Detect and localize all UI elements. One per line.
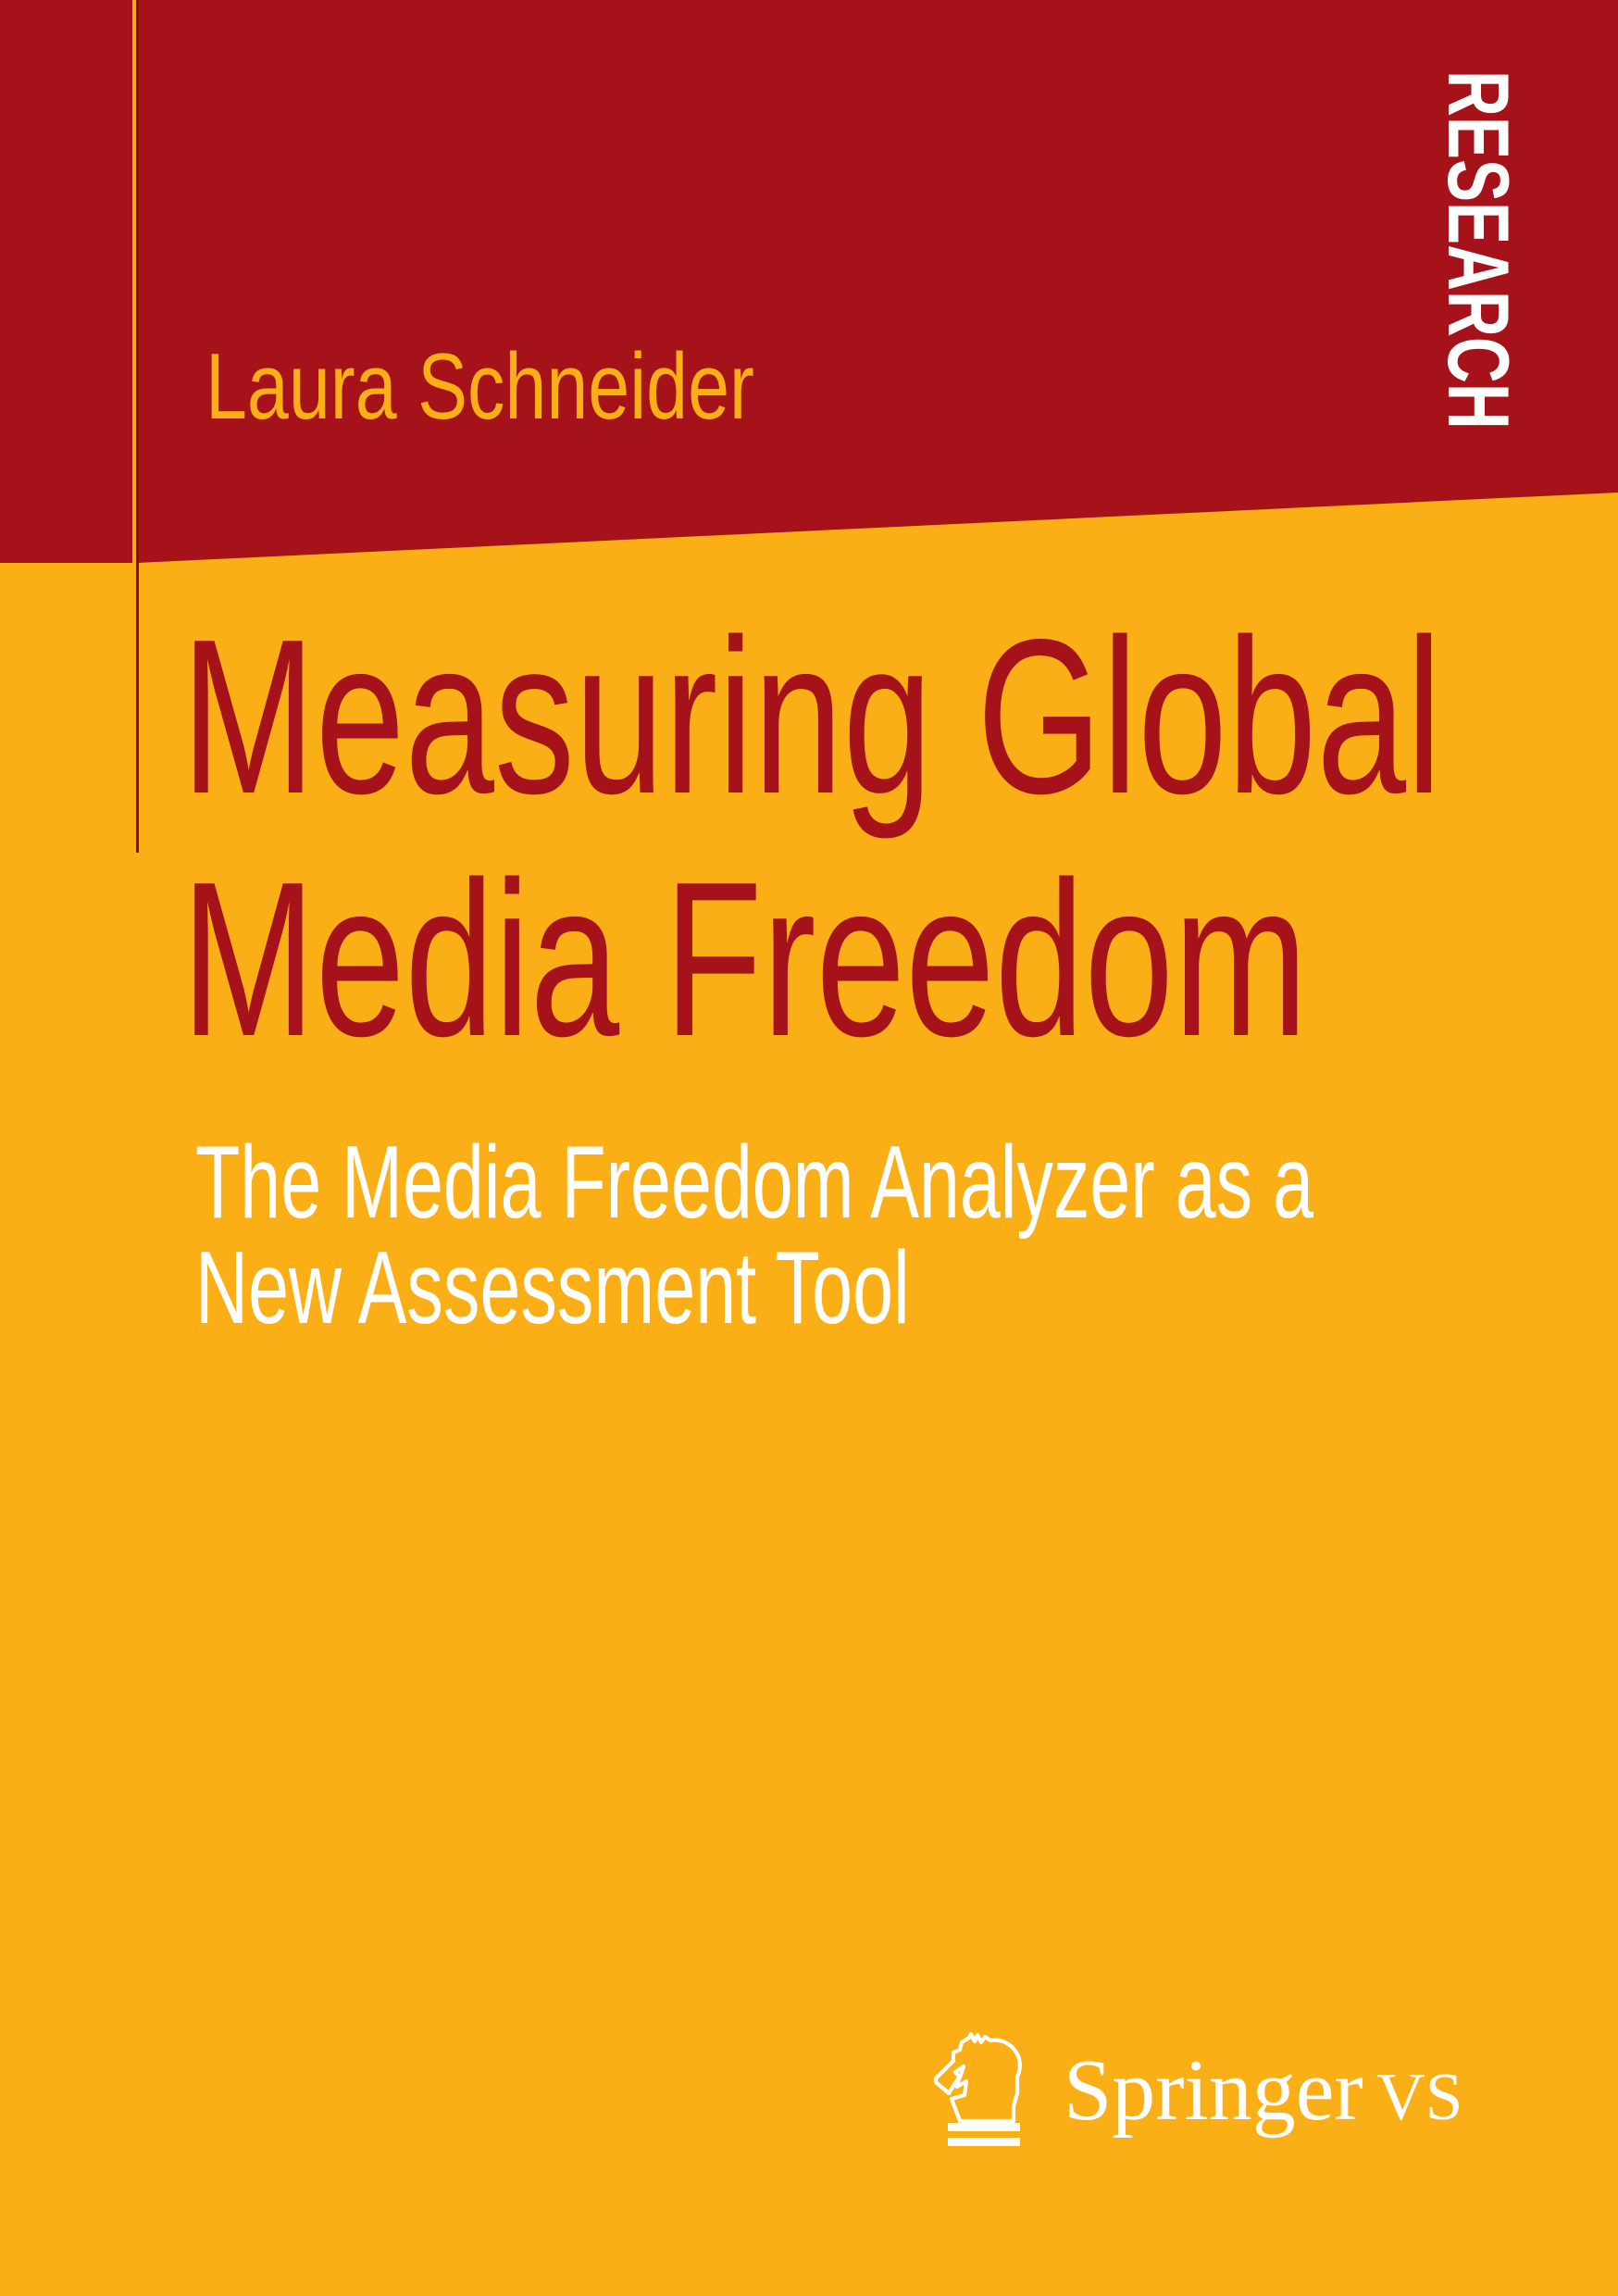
svg-text:VS: VS (1376, 2059, 1462, 2134)
svg-text:Springer: Springer (1064, 2042, 1363, 2139)
